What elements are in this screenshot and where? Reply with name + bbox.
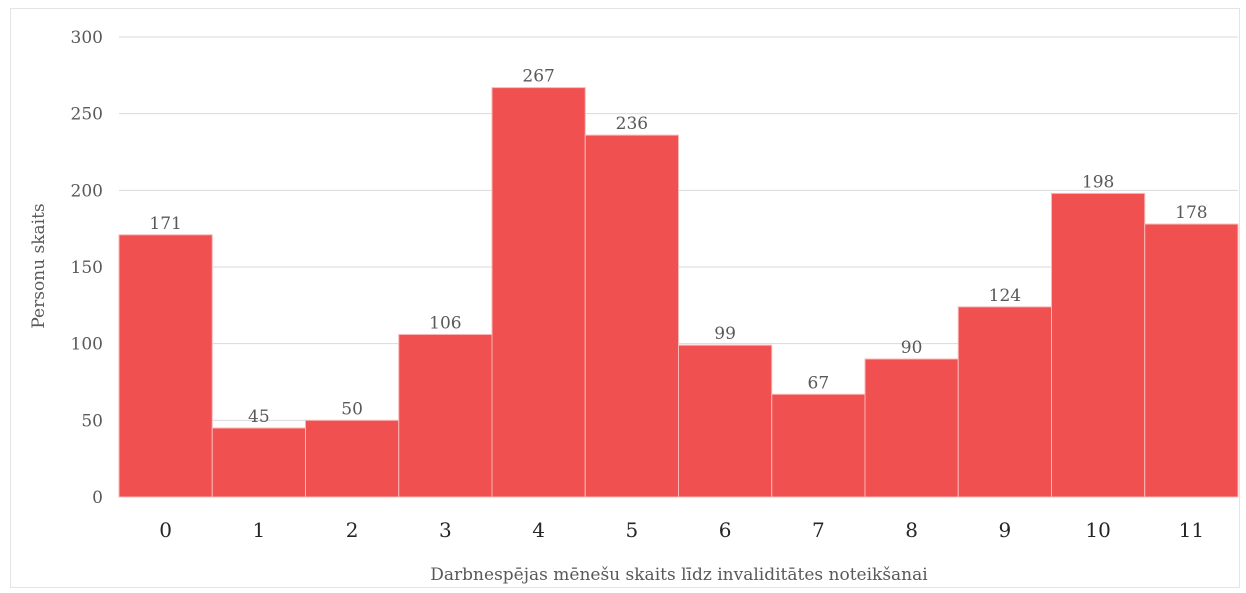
y-tick-label: 100 <box>71 335 103 355</box>
x-tick-label: 2 <box>346 518 359 542</box>
data-label: 67 <box>808 373 830 393</box>
y-tick-label: 300 <box>71 28 103 48</box>
x-tick-label: 7 <box>812 518 825 542</box>
data-label: 178 <box>1175 203 1207 223</box>
bar <box>118 234 213 498</box>
data-label: 45 <box>248 407 270 427</box>
data-label: 124 <box>989 286 1021 306</box>
y-tick-label: 50 <box>81 411 103 431</box>
x-axis-ticks: 0 1 2 3 4 5 6 7 8 9 10 11 <box>159 518 1204 542</box>
x-tick-label: 11 <box>1179 518 1204 542</box>
data-label: 90 <box>901 338 923 358</box>
x-tick-label: 4 <box>532 518 545 542</box>
y-axis-title: Personu skaits <box>29 203 49 328</box>
x-axis-title: Darbnespējas mēnešu skaits līdz invalidi… <box>430 565 928 585</box>
y-tick-label: 200 <box>71 181 103 201</box>
bar <box>491 87 586 498</box>
bar <box>1144 223 1239 498</box>
bar <box>211 427 306 498</box>
bar <box>584 134 679 498</box>
y-axis-ticks: 0 50 100 150 200 250 300 <box>71 28 103 508</box>
x-tick-label: 0 <box>159 518 172 542</box>
data-labels: 171 45 50 106 267 236 99 67 90 124 198 178 <box>149 67 1207 427</box>
data-label: 198 <box>1082 172 1114 192</box>
bar <box>678 344 773 498</box>
x-tick-label: 6 <box>719 518 732 542</box>
x-tick-label: 3 <box>439 518 452 542</box>
y-tick-label: 0 <box>92 488 103 508</box>
y-tick-label: 250 <box>71 105 103 125</box>
bar <box>864 358 959 498</box>
bar <box>1051 192 1146 498</box>
x-tick-label: 8 <box>905 518 918 542</box>
data-label: 171 <box>149 214 181 234</box>
x-tick-label: 1 <box>253 518 266 542</box>
x-tick-label: 5 <box>626 518 639 542</box>
y-tick-label: 150 <box>71 258 103 278</box>
bar <box>771 393 866 498</box>
bar <box>305 419 400 498</box>
bar <box>398 333 493 498</box>
data-label: 50 <box>341 399 363 419</box>
data-label: 99 <box>714 324 736 344</box>
data-label: 267 <box>522 67 554 87</box>
x-tick-label: 10 <box>1085 518 1110 542</box>
x-tick-label: 9 <box>999 518 1012 542</box>
bar <box>957 306 1052 498</box>
data-label: 106 <box>429 313 461 333</box>
bars <box>118 87 1239 498</box>
data-label: 236 <box>616 114 648 134</box>
